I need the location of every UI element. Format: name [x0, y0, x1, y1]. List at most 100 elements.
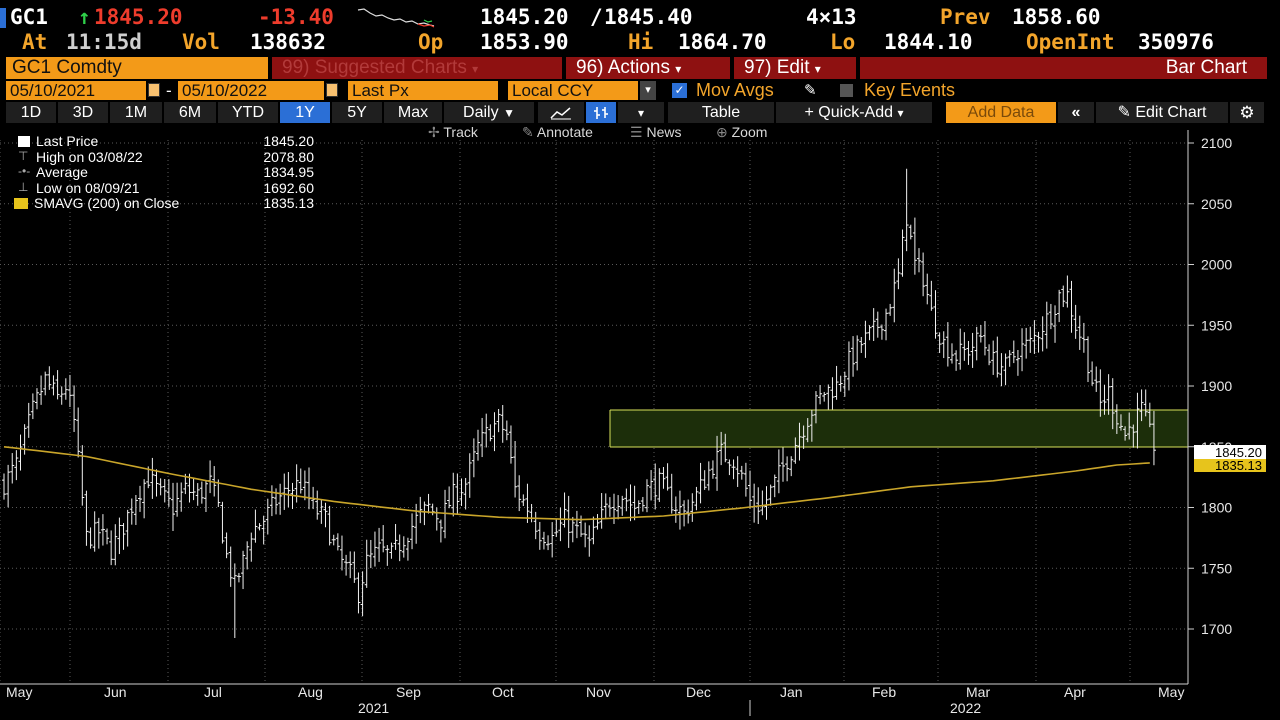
- legend-value: 1834.95: [263, 164, 314, 180]
- price-bar: [591, 516, 596, 545]
- chart-type-label: Bar Chart: [1165, 57, 1247, 78]
- line-chart-button[interactable]: [538, 102, 584, 123]
- price-bar: [768, 484, 773, 506]
- suggested-charts-label: 99) Suggested Charts: [282, 57, 467, 78]
- news-tool[interactable]: ☰ News: [630, 124, 681, 142]
- price-bar: [620, 495, 625, 516]
- price-bar: [414, 503, 419, 544]
- gear-icon[interactable]: ⚙: [1230, 102, 1264, 123]
- chart-style-dropdown[interactable]: ▾: [618, 102, 664, 123]
- price-bar: [1028, 326, 1033, 353]
- calendar-icon[interactable]: [148, 83, 160, 97]
- edit-menu[interactable]: 97) Edit ▾: [734, 57, 856, 79]
- price-bar: [595, 514, 600, 530]
- price-bar: [583, 522, 588, 548]
- chevron-down-icon: ▾: [675, 62, 682, 76]
- price-bar: [372, 531, 377, 567]
- end-date-field[interactable]: 05/10/2022: [178, 81, 324, 100]
- price-bar: [748, 470, 753, 509]
- price-bar: [327, 505, 332, 546]
- period-button-1d[interactable]: 1D: [6, 102, 56, 123]
- price-bar: [995, 336, 1000, 378]
- price-bar: [129, 498, 134, 525]
- key-events-checkbox[interactable]: [840, 84, 853, 97]
- price-bar: [113, 524, 118, 566]
- suggested-charts-menu[interactable]: 99) Suggested Charts ▾: [272, 57, 562, 79]
- actions-menu[interactable]: 96) Actions ▾: [566, 57, 730, 79]
- annotate-tool[interactable]: ✎ Annotate: [522, 124, 593, 142]
- price-bar: [352, 551, 357, 583]
- period-button-max[interactable]: Max: [384, 102, 442, 123]
- price-bar: [1143, 389, 1148, 417]
- price-bar: [1110, 378, 1115, 430]
- collapse-icon[interactable]: «: [1058, 102, 1094, 123]
- price-bar: [92, 511, 97, 552]
- price-bar: [1061, 285, 1066, 308]
- price-bar: [719, 431, 724, 466]
- legend-value: 1835.13: [263, 195, 314, 211]
- start-date-field[interactable]: 05/10/2021: [6, 81, 146, 100]
- security-field[interactable]: GC1 Comdty: [6, 57, 268, 79]
- table-button[interactable]: Table: [668, 102, 774, 123]
- price-bar: [348, 551, 353, 579]
- price-bar: [51, 375, 56, 396]
- price-bar: [302, 470, 307, 501]
- price-bar: [550, 522, 555, 558]
- pencil-icon[interactable]: ✎: [804, 82, 817, 99]
- price-bar: [801, 425, 806, 449]
- ticker-indicator: [0, 8, 6, 28]
- zoom-tool[interactable]: ⊕ Zoom: [716, 124, 767, 142]
- period-button-1m[interactable]: 1M: [110, 102, 162, 123]
- chart-type-title: Bar Chart: [860, 57, 1267, 79]
- legend-value: 2078.80: [263, 148, 314, 165]
- x-tick-label: Mar: [966, 684, 991, 700]
- price-bar: [574, 510, 579, 539]
- quick-add-menu[interactable]: + Quick-Add ▾: [776, 102, 932, 123]
- price-chart[interactable]: 170017501800185019001950200020502100: [0, 126, 1280, 720]
- currency-select[interactable]: Local CCY: [508, 81, 638, 100]
- price-bar: [818, 384, 823, 405]
- mov-avgs-label: Mov Avgs: [696, 80, 774, 100]
- price-bar: [929, 280, 934, 311]
- price-bar: [88, 527, 93, 549]
- price-field-select[interactable]: Last Px: [348, 81, 498, 100]
- period-button-5y[interactable]: 5Y: [332, 102, 382, 123]
- price-bar: [397, 534, 402, 562]
- bar-chart-button[interactable]: [586, 102, 616, 123]
- price-bar: [962, 332, 967, 361]
- price-bar: [644, 479, 649, 513]
- edit-chart-button[interactable]: ✎ Edit Chart: [1096, 102, 1228, 123]
- price-bar: [269, 485, 274, 517]
- price-bar: [1069, 280, 1074, 333]
- price-bar: [764, 486, 769, 520]
- price-bar: [562, 492, 567, 528]
- period-button-3d[interactable]: 3D: [58, 102, 108, 123]
- price-bar: [949, 343, 954, 364]
- price-bar: [710, 460, 715, 479]
- price-bar: [1081, 322, 1086, 353]
- currency-dropdown-icon[interactable]: ▾: [640, 81, 656, 100]
- period-button-1y[interactable]: 1Y: [280, 102, 330, 123]
- price-bar: [842, 371, 847, 397]
- track-tool[interactable]: ✢ Track: [428, 124, 478, 142]
- price-bar: [1053, 305, 1058, 343]
- legend-label: Last Price: [36, 133, 99, 149]
- x-tick-label: Oct: [492, 684, 514, 700]
- price-bar: [1094, 366, 1099, 392]
- price-bar: [385, 545, 390, 566]
- period-button-ytd[interactable]: YTD: [218, 102, 278, 123]
- at-label: At: [22, 30, 48, 54]
- price-bar: [500, 405, 505, 443]
- price-bar: [760, 490, 765, 516]
- calendar-icon[interactable]: [326, 83, 338, 97]
- price-bar: [1057, 289, 1062, 323]
- period-bar: 1D 3D 1M 6M YTD 1Y 5Y Max Daily ▼ ▾ Tabl…: [0, 102, 1267, 123]
- mov-avgs-checkbox[interactable]: ✓: [672, 83, 687, 98]
- add-data-field[interactable]: Add Data: [946, 102, 1056, 123]
- price-bar: [1024, 327, 1029, 359]
- price-bar: [109, 530, 114, 566]
- support-zone: [610, 410, 1188, 447]
- frequency-select[interactable]: Daily ▼: [444, 102, 534, 123]
- period-button-6m[interactable]: 6M: [164, 102, 216, 123]
- price-bar: [999, 353, 1004, 387]
